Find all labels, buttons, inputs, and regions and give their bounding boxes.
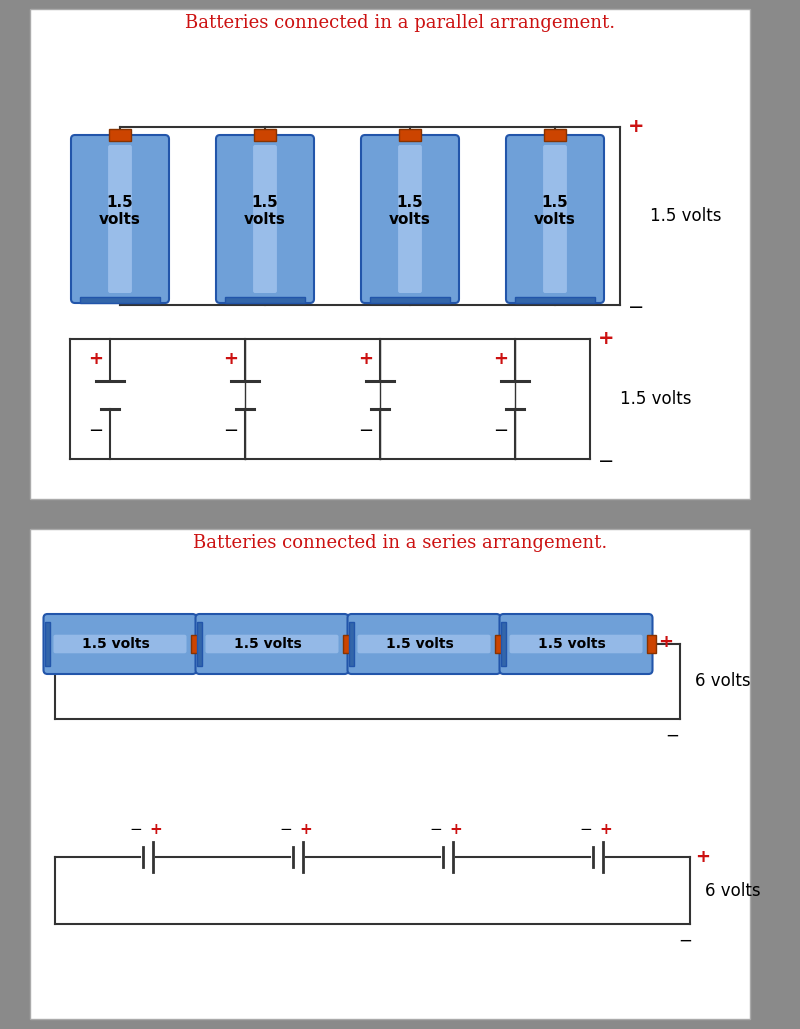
Text: 6 volts: 6 volts [705, 882, 761, 899]
Text: −: − [130, 822, 142, 838]
Text: 1.5 volts: 1.5 volts [538, 637, 606, 651]
Text: +: + [450, 822, 462, 838]
Bar [370, 297, 450, 303]
FancyBboxPatch shape [510, 635, 642, 653]
Text: 6 volts: 6 volts [695, 673, 750, 690]
Bar [501, 622, 506, 666]
Text: +: + [494, 350, 509, 368]
Bar [544, 129, 566, 141]
Text: +: + [600, 822, 612, 838]
Text: −: − [580, 822, 592, 838]
Bar [109, 129, 131, 141]
Text: +: + [223, 350, 238, 368]
FancyBboxPatch shape [358, 635, 490, 653]
FancyBboxPatch shape [108, 145, 132, 293]
Text: +: + [89, 350, 103, 368]
Bar [515, 297, 595, 303]
Text: −: − [89, 422, 103, 440]
Bar [45, 622, 50, 666]
Bar [190, 635, 199, 653]
Text: −: − [358, 422, 374, 440]
Text: 1.5 volts: 1.5 volts [650, 207, 722, 225]
Text: +: + [598, 329, 614, 349]
Text: −: − [494, 422, 509, 440]
FancyBboxPatch shape [54, 635, 186, 653]
FancyBboxPatch shape [43, 614, 197, 674]
Bar [30, 9, 750, 499]
Text: +: + [695, 848, 710, 866]
Bar [399, 129, 421, 141]
FancyBboxPatch shape [347, 614, 501, 674]
Text: +: + [628, 117, 645, 137]
Bar [197, 622, 202, 666]
Text: 1.5
volts: 1.5 volts [534, 194, 576, 227]
FancyBboxPatch shape [71, 135, 169, 303]
Text: +: + [358, 350, 374, 368]
Bar [80, 297, 160, 303]
FancyBboxPatch shape [543, 145, 567, 293]
Bar [349, 622, 354, 666]
Bar [30, 529, 750, 1019]
Text: −: − [628, 297, 644, 317]
Text: 1.5 volts: 1.5 volts [82, 637, 150, 651]
Text: −: − [665, 728, 679, 745]
Text: −: − [678, 932, 692, 950]
Bar [342, 635, 351, 653]
FancyBboxPatch shape [195, 614, 349, 674]
Text: Batteries connected in a series arrangement.: Batteries connected in a series arrangem… [193, 534, 607, 552]
Bar [646, 635, 655, 653]
Text: +: + [300, 822, 312, 838]
Text: −: − [430, 822, 442, 838]
Bar [225, 297, 305, 303]
Text: −: − [223, 422, 238, 440]
Text: +: + [150, 822, 162, 838]
Text: 1.5
volts: 1.5 volts [99, 194, 141, 227]
Text: −: − [598, 452, 614, 470]
Text: Batteries connected in a parallel arrangement.: Batteries connected in a parallel arrang… [185, 14, 615, 32]
Text: 1.5 volts: 1.5 volts [234, 637, 302, 651]
Text: 1.5
volts: 1.5 volts [244, 194, 286, 227]
FancyBboxPatch shape [216, 135, 314, 303]
Bar [494, 635, 503, 653]
FancyBboxPatch shape [361, 135, 459, 303]
Text: 1.5 volts: 1.5 volts [620, 390, 691, 409]
FancyBboxPatch shape [206, 635, 338, 653]
Text: 1.5 volts: 1.5 volts [386, 637, 454, 651]
FancyBboxPatch shape [398, 145, 422, 293]
FancyBboxPatch shape [499, 614, 653, 674]
Text: 1.5
volts: 1.5 volts [389, 194, 431, 227]
FancyBboxPatch shape [253, 145, 277, 293]
FancyBboxPatch shape [506, 135, 604, 303]
Text: −: − [280, 822, 292, 838]
Text: +: + [658, 633, 674, 651]
Bar [254, 129, 276, 141]
